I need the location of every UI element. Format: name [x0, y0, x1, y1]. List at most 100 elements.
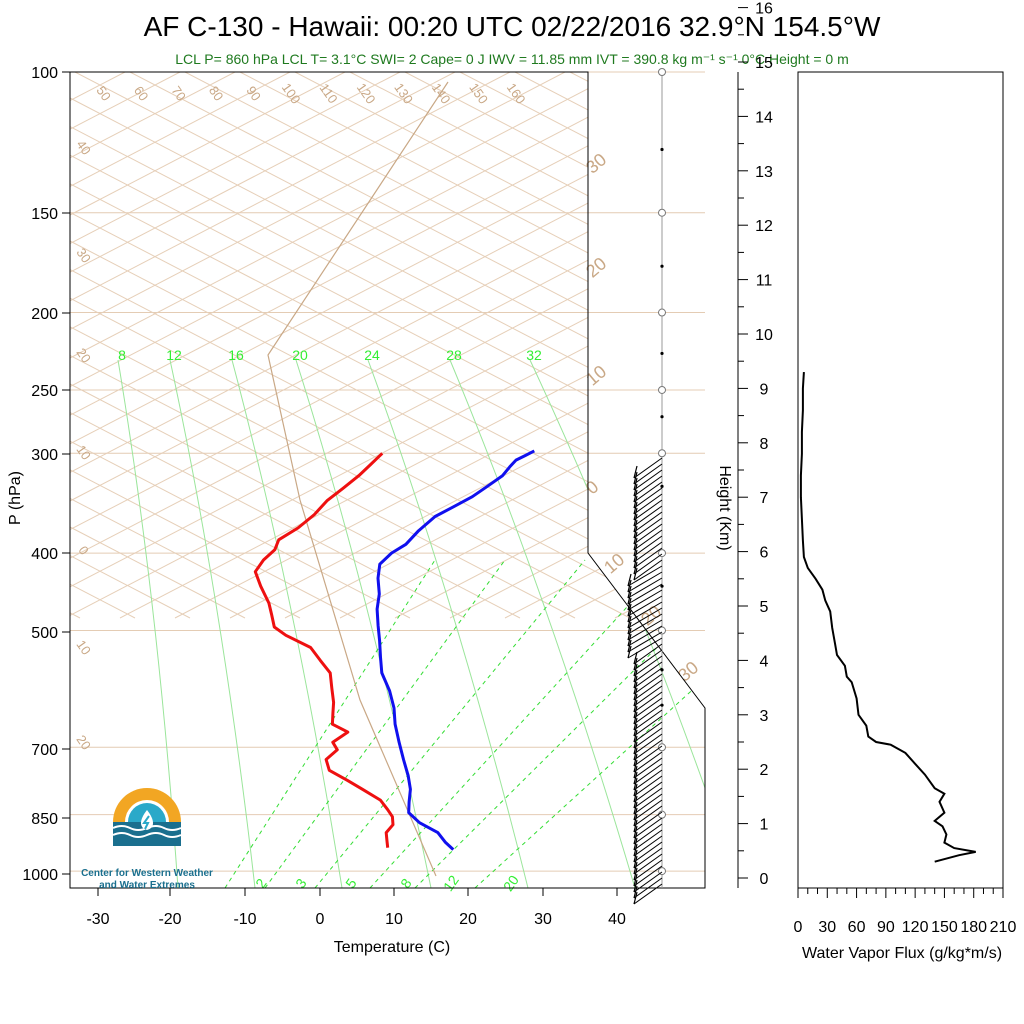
grid-line	[394, 72, 705, 619]
grid-line	[70, 72, 126, 619]
wind-barb-flag	[633, 885, 638, 899]
mixing-ratio-label: 20	[292, 347, 308, 363]
flux-series	[799, 372, 976, 863]
mixing-ratio-dashed-line	[224, 559, 436, 888]
wind-barb	[627, 601, 663, 623]
grid-line	[70, 72, 346, 619]
wind-barb-flag	[633, 489, 638, 503]
wind-barb-flag	[633, 477, 638, 491]
flux-tick-label: 180	[960, 919, 987, 936]
grid-line	[1010, 72, 1024, 618]
x-tick-label: 0	[316, 911, 325, 928]
x-tick-label: -10	[233, 911, 256, 928]
wind-barb	[633, 691, 663, 713]
wind-barb-flag	[633, 501, 638, 515]
wind-barb	[633, 481, 663, 503]
grid-line	[404, 72, 705, 619]
wind-barb-flag	[627, 639, 632, 653]
wind-barb-flag	[633, 729, 638, 743]
wind-barb	[633, 793, 663, 815]
wind-barb	[633, 457, 663, 479]
height-tick-label: 6	[760, 545, 769, 562]
cw3e-logo: Center for Western Weather and Water Ext…	[81, 788, 213, 891]
grid-line	[70, 72, 401, 619]
wind-barb-flag	[633, 513, 638, 527]
wind-barb-flag	[633, 843, 638, 857]
x-tick-label: -30	[86, 911, 109, 928]
wind-barb	[633, 553, 663, 575]
dry-adiabat-label: 120	[354, 80, 379, 106]
mixing-ratio-dashed-line	[264, 559, 506, 888]
wind-barb-flag	[627, 585, 632, 599]
grid-line	[70, 72, 705, 619]
logo-line-1: Center for Western Weather	[81, 868, 213, 879]
isotherm-label-right: 30	[674, 657, 702, 685]
isotherm-label-right: 20	[637, 601, 665, 629]
wind-barb	[627, 631, 663, 653]
parcel-curve	[267, 81, 449, 877]
grid-line	[284, 72, 705, 619]
flux-tick-label: 60	[848, 919, 866, 936]
wind-barb	[633, 505, 663, 527]
wind-barb-flag	[633, 861, 638, 875]
wind-barb	[633, 877, 663, 899]
wind-barb	[633, 805, 663, 827]
grid-line	[70, 72, 705, 619]
logo-line-2: and Water Extremes	[99, 880, 195, 891]
grid-line	[70, 72, 511, 619]
grid-line	[70, 72, 631, 619]
mixing-ratio-label: 12	[166, 347, 182, 363]
wind-barb	[633, 649, 663, 671]
grid-line	[955, 72, 1024, 618]
wind-barb	[627, 565, 663, 587]
wind-barb-flag	[633, 693, 638, 707]
isotherm-label-left: 20	[73, 345, 94, 365]
wind-barb-flag	[633, 705, 638, 719]
isotherm-label-left: 20	[73, 732, 94, 752]
wind-barb	[633, 871, 663, 893]
y-tick-label: 1000	[22, 867, 58, 884]
height-tick-label: 13	[755, 164, 773, 181]
grid-line	[70, 72, 81, 619]
mixing-ratio-label: 32	[526, 347, 542, 363]
wind-barb-flag	[633, 789, 638, 803]
isotherm-label-left: 10	[73, 442, 94, 462]
dry-adiabat-label: 80	[206, 83, 227, 103]
skewt-frame	[69, 71, 706, 889]
y-tick-label: 850	[31, 811, 58, 828]
wind-barb-flag	[627, 603, 632, 617]
grid-line	[70, 72, 705, 619]
grid-line	[70, 72, 291, 619]
y-tick-label: 100	[31, 65, 58, 82]
x-tick-label: 40	[608, 911, 626, 928]
wind-barb-flag	[633, 687, 638, 701]
grid-line	[70, 72, 705, 619]
wind-barb-flag	[633, 711, 638, 725]
y-tick-label: 150	[31, 206, 58, 223]
height-tick-label: 8	[760, 436, 769, 453]
wind-barb-flag	[633, 759, 638, 773]
wind-barb-flag	[633, 831, 638, 845]
wind-barb-flag	[633, 747, 638, 761]
wind-barb-flag	[633, 891, 638, 905]
wind-barb	[633, 781, 663, 803]
wind-barb	[633, 757, 663, 779]
wind-barb-flag	[633, 849, 638, 863]
grid-line	[70, 72, 621, 619]
wind-barb	[633, 787, 663, 809]
x-axis-label: Temperature (C)	[334, 939, 450, 956]
wind-barb-flag	[633, 813, 638, 827]
wind-barb-flag	[633, 699, 638, 713]
grid-line	[624, 72, 705, 619]
mixing-ratio-label: 28	[446, 347, 462, 363]
wind-barb	[633, 715, 663, 737]
wind-barb-flag	[633, 807, 638, 821]
wind-barb	[633, 835, 663, 857]
grid-line	[294, 72, 705, 619]
grid-line	[70, 72, 181, 619]
grid-line	[70, 72, 566, 619]
wind-barb	[633, 721, 663, 743]
y-tick-label: 400	[31, 546, 58, 563]
chart-subtitle: LCL P= 860 hPa LCL T= 3.1°C SWI= 2 Cape=…	[175, 51, 849, 67]
wind-barb	[627, 571, 663, 593]
